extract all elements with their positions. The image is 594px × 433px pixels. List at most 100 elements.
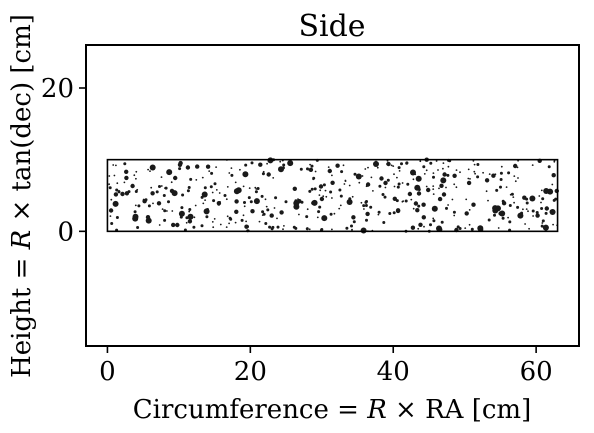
scatter-point bbox=[230, 173, 234, 177]
scatter-point bbox=[306, 208, 309, 211]
scatter-point bbox=[110, 222, 114, 225]
scatter-point bbox=[181, 193, 185, 197]
scatter-point bbox=[406, 182, 410, 186]
scatter-point bbox=[216, 202, 219, 204]
scatter-point bbox=[212, 199, 216, 203]
scatter-point bbox=[318, 184, 324, 189]
scatter-point bbox=[109, 215, 112, 218]
scatter-point bbox=[497, 227, 500, 229]
y-tick-label: 0 bbox=[57, 217, 74, 247]
scatter-point bbox=[499, 171, 503, 175]
scatter-point bbox=[190, 217, 193, 219]
scatter-point bbox=[551, 173, 556, 178]
scatter-point bbox=[417, 204, 421, 208]
scatter-point bbox=[487, 199, 489, 202]
scatter-point bbox=[421, 202, 426, 207]
scatter-point bbox=[452, 173, 457, 178]
scatter-point bbox=[173, 175, 178, 181]
scatter-point bbox=[162, 194, 166, 197]
x-axis-label-var: R bbox=[366, 395, 387, 425]
scatter-point bbox=[195, 179, 198, 181]
scatter-point bbox=[115, 188, 119, 192]
scatter-point bbox=[325, 195, 328, 198]
scatter-point bbox=[202, 202, 205, 205]
scatter-point bbox=[264, 222, 268, 225]
scatter-point bbox=[381, 193, 385, 196]
scatter-point bbox=[466, 180, 472, 186]
scatter-point bbox=[432, 219, 436, 223]
scatter-point bbox=[208, 170, 211, 173]
scatter-point bbox=[419, 160, 422, 163]
scatter-point bbox=[339, 194, 343, 198]
scatter-point bbox=[353, 172, 357, 176]
scatter-point bbox=[225, 198, 228, 201]
scatter-point bbox=[253, 198, 260, 205]
scatter-point bbox=[459, 171, 461, 174]
scatter-point bbox=[552, 198, 556, 202]
scatter-point bbox=[369, 205, 373, 209]
scatter-point bbox=[187, 219, 193, 224]
scatter-point bbox=[123, 162, 127, 166]
scatter-point bbox=[469, 178, 471, 180]
scatter-point bbox=[261, 172, 265, 176]
scatter-point bbox=[491, 173, 496, 178]
scatter-point bbox=[543, 188, 550, 194]
scatter-point bbox=[464, 227, 467, 230]
scatter-point bbox=[145, 217, 152, 224]
scatter-point bbox=[123, 181, 126, 184]
scatter-point bbox=[166, 169, 173, 176]
scatter-point bbox=[120, 191, 125, 197]
scatter-point bbox=[240, 218, 244, 222]
scatter-point bbox=[541, 219, 545, 223]
scatter-point bbox=[225, 226, 228, 229]
scatter-point bbox=[365, 218, 368, 222]
scatter-point bbox=[124, 175, 129, 181]
scatter-point bbox=[265, 205, 268, 208]
x-tick-label: 20 bbox=[234, 357, 267, 387]
scatter-point bbox=[348, 184, 351, 187]
scatter-point bbox=[363, 208, 365, 210]
y-axis-label-prefix: Height = bbox=[7, 249, 37, 378]
scatter-point bbox=[392, 211, 396, 215]
scatter-point bbox=[364, 168, 367, 170]
scatter-point bbox=[110, 198, 113, 201]
scatter-point bbox=[300, 200, 304, 204]
scatter-point bbox=[130, 183, 135, 189]
scatter-point bbox=[203, 186, 207, 190]
scatter-point bbox=[321, 215, 328, 222]
scatter-point bbox=[524, 223, 526, 225]
scatter-point bbox=[544, 211, 548, 215]
scatter-point bbox=[327, 166, 330, 169]
x-axis-label: Circumference = R × RA [cm] bbox=[133, 395, 531, 425]
scatter-point bbox=[432, 188, 435, 191]
scatter-point bbox=[407, 191, 413, 197]
scatter-point bbox=[527, 210, 529, 213]
scatter-point bbox=[297, 199, 302, 204]
scatter-point bbox=[499, 210, 506, 217]
scatter-point bbox=[223, 194, 227, 197]
scatter-point bbox=[211, 221, 214, 223]
scatter-point bbox=[541, 222, 544, 224]
scatter-point bbox=[282, 163, 286, 167]
scatter-point bbox=[312, 176, 316, 180]
scatter-point bbox=[549, 209, 554, 214]
scatter-point bbox=[324, 189, 327, 192]
scatter-point bbox=[258, 220, 261, 223]
scatter-point bbox=[318, 194, 321, 197]
scatter-point bbox=[305, 227, 309, 231]
scatter-point bbox=[426, 187, 431, 193]
scatter-point bbox=[215, 166, 218, 169]
x-tick-label: 40 bbox=[377, 357, 410, 387]
scatter-point bbox=[345, 226, 349, 230]
scatter-point bbox=[362, 204, 366, 208]
scatter-point bbox=[512, 196, 515, 199]
scatter-point bbox=[464, 211, 469, 216]
scatter-point bbox=[234, 181, 237, 184]
scatter-point bbox=[234, 221, 237, 224]
scatter-point bbox=[319, 196, 325, 202]
scatter-point bbox=[108, 175, 111, 177]
scatter-point bbox=[377, 213, 380, 216]
scatter-point bbox=[529, 195, 536, 202]
scatter-point bbox=[540, 189, 543, 192]
scatter-point bbox=[378, 184, 382, 188]
